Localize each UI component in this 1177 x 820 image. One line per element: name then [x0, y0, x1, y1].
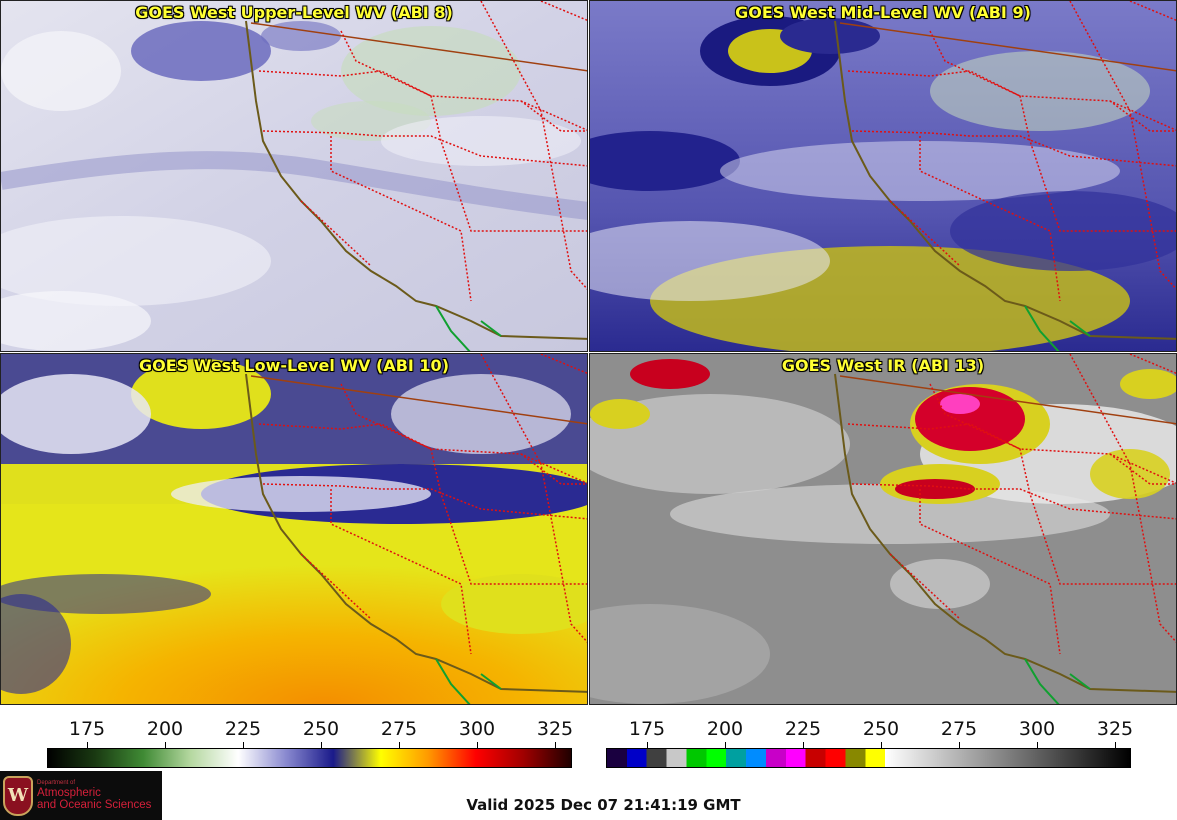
wv-color-scale: 175 200 225 250 275 300 325 [47, 706, 574, 768]
wv-tick-label: 200 [146, 718, 184, 740]
ir-tick-label: 225 [784, 718, 822, 740]
ir-tick-label: 200 [706, 718, 744, 740]
ir-tick-mark [881, 742, 882, 748]
logo-line-1: Atmospheric [37, 786, 101, 799]
wv-tick-label: 275 [380, 718, 418, 740]
ir-tick-label: 325 [1096, 718, 1134, 740]
wv-tick-mark [477, 742, 478, 748]
wv-tick-label: 300 [458, 718, 496, 740]
wv-tick-mark [399, 742, 400, 748]
wv-tick-label: 175 [68, 718, 106, 740]
aos-logo[interactable]: W Department of Atmospheric and Oceanic … [0, 771, 162, 820]
upper-level-wv-image [1, 1, 587, 351]
ir-tick-mark [647, 742, 648, 748]
panel-mid-level-wv: GOES West Mid-Level WV (ABI 9) [589, 0, 1177, 352]
ir-tick-label: 300 [1018, 718, 1056, 740]
wv-tick-mark [243, 742, 244, 748]
ir-tick-mark [1115, 742, 1116, 748]
ir-scale-ticks: 175 200 225 250 275 300 325 [606, 706, 1134, 748]
ir-tick-label: 275 [940, 718, 978, 740]
logo-text: Department of Atmospheric and Oceanic Sc… [37, 780, 151, 810]
wv-tick-label: 325 [536, 718, 574, 740]
wv-tick-label: 250 [302, 718, 340, 740]
ir-tick-label: 175 [628, 718, 666, 740]
ir-tick-mark [1037, 742, 1038, 748]
ir-tick-label: 250 [862, 718, 900, 740]
wv-scale-ticks: 175 200 225 250 275 300 325 [47, 706, 574, 748]
panel-title-low-level-wv: GOES West Low-Level WV (ABI 10) [138, 356, 449, 375]
uw-seal-icon: W [3, 775, 33, 816]
mid-level-wv-image [590, 1, 1176, 351]
valid-time: Valid 2025 Dec 07 21:41:19 GMT [466, 796, 741, 814]
panel-upper-level-wv: GOES West Upper-Level WV (ABI 8) [0, 0, 588, 352]
wv-tick-mark [321, 742, 322, 748]
wv-tick-mark [87, 742, 88, 748]
seal-letter: W [7, 785, 29, 806]
panel-low-level-wv: GOES West Low-Level WV (ABI 10) [0, 353, 588, 705]
panel-title-mid-level-wv: GOES West Mid-Level WV (ABI 9) [735, 3, 1031, 22]
wv-tick-mark [555, 742, 556, 748]
wv-colorbar [47, 748, 572, 768]
ir-tick-mark [803, 742, 804, 748]
ir-tick-mark [959, 742, 960, 748]
ir-colorbar [606, 748, 1131, 768]
ir-image [590, 354, 1176, 704]
logo-dept: Department of [37, 780, 76, 787]
logo-line-2: and Oceanic Sciences [37, 798, 152, 811]
wv-tick-label: 225 [224, 718, 262, 740]
panel-title-ir: GOES West IR (ABI 13) [781, 356, 985, 375]
panel-title-upper-level-wv: GOES West Upper-Level WV (ABI 8) [135, 3, 453, 22]
wv-tick-mark [165, 742, 166, 748]
panel-ir: GOES West IR (ABI 13) [589, 353, 1177, 705]
low-level-wv-image [1, 354, 587, 704]
ir-color-scale: 175 200 225 250 275 300 325 [606, 706, 1134, 768]
ir-tick-mark [725, 742, 726, 748]
